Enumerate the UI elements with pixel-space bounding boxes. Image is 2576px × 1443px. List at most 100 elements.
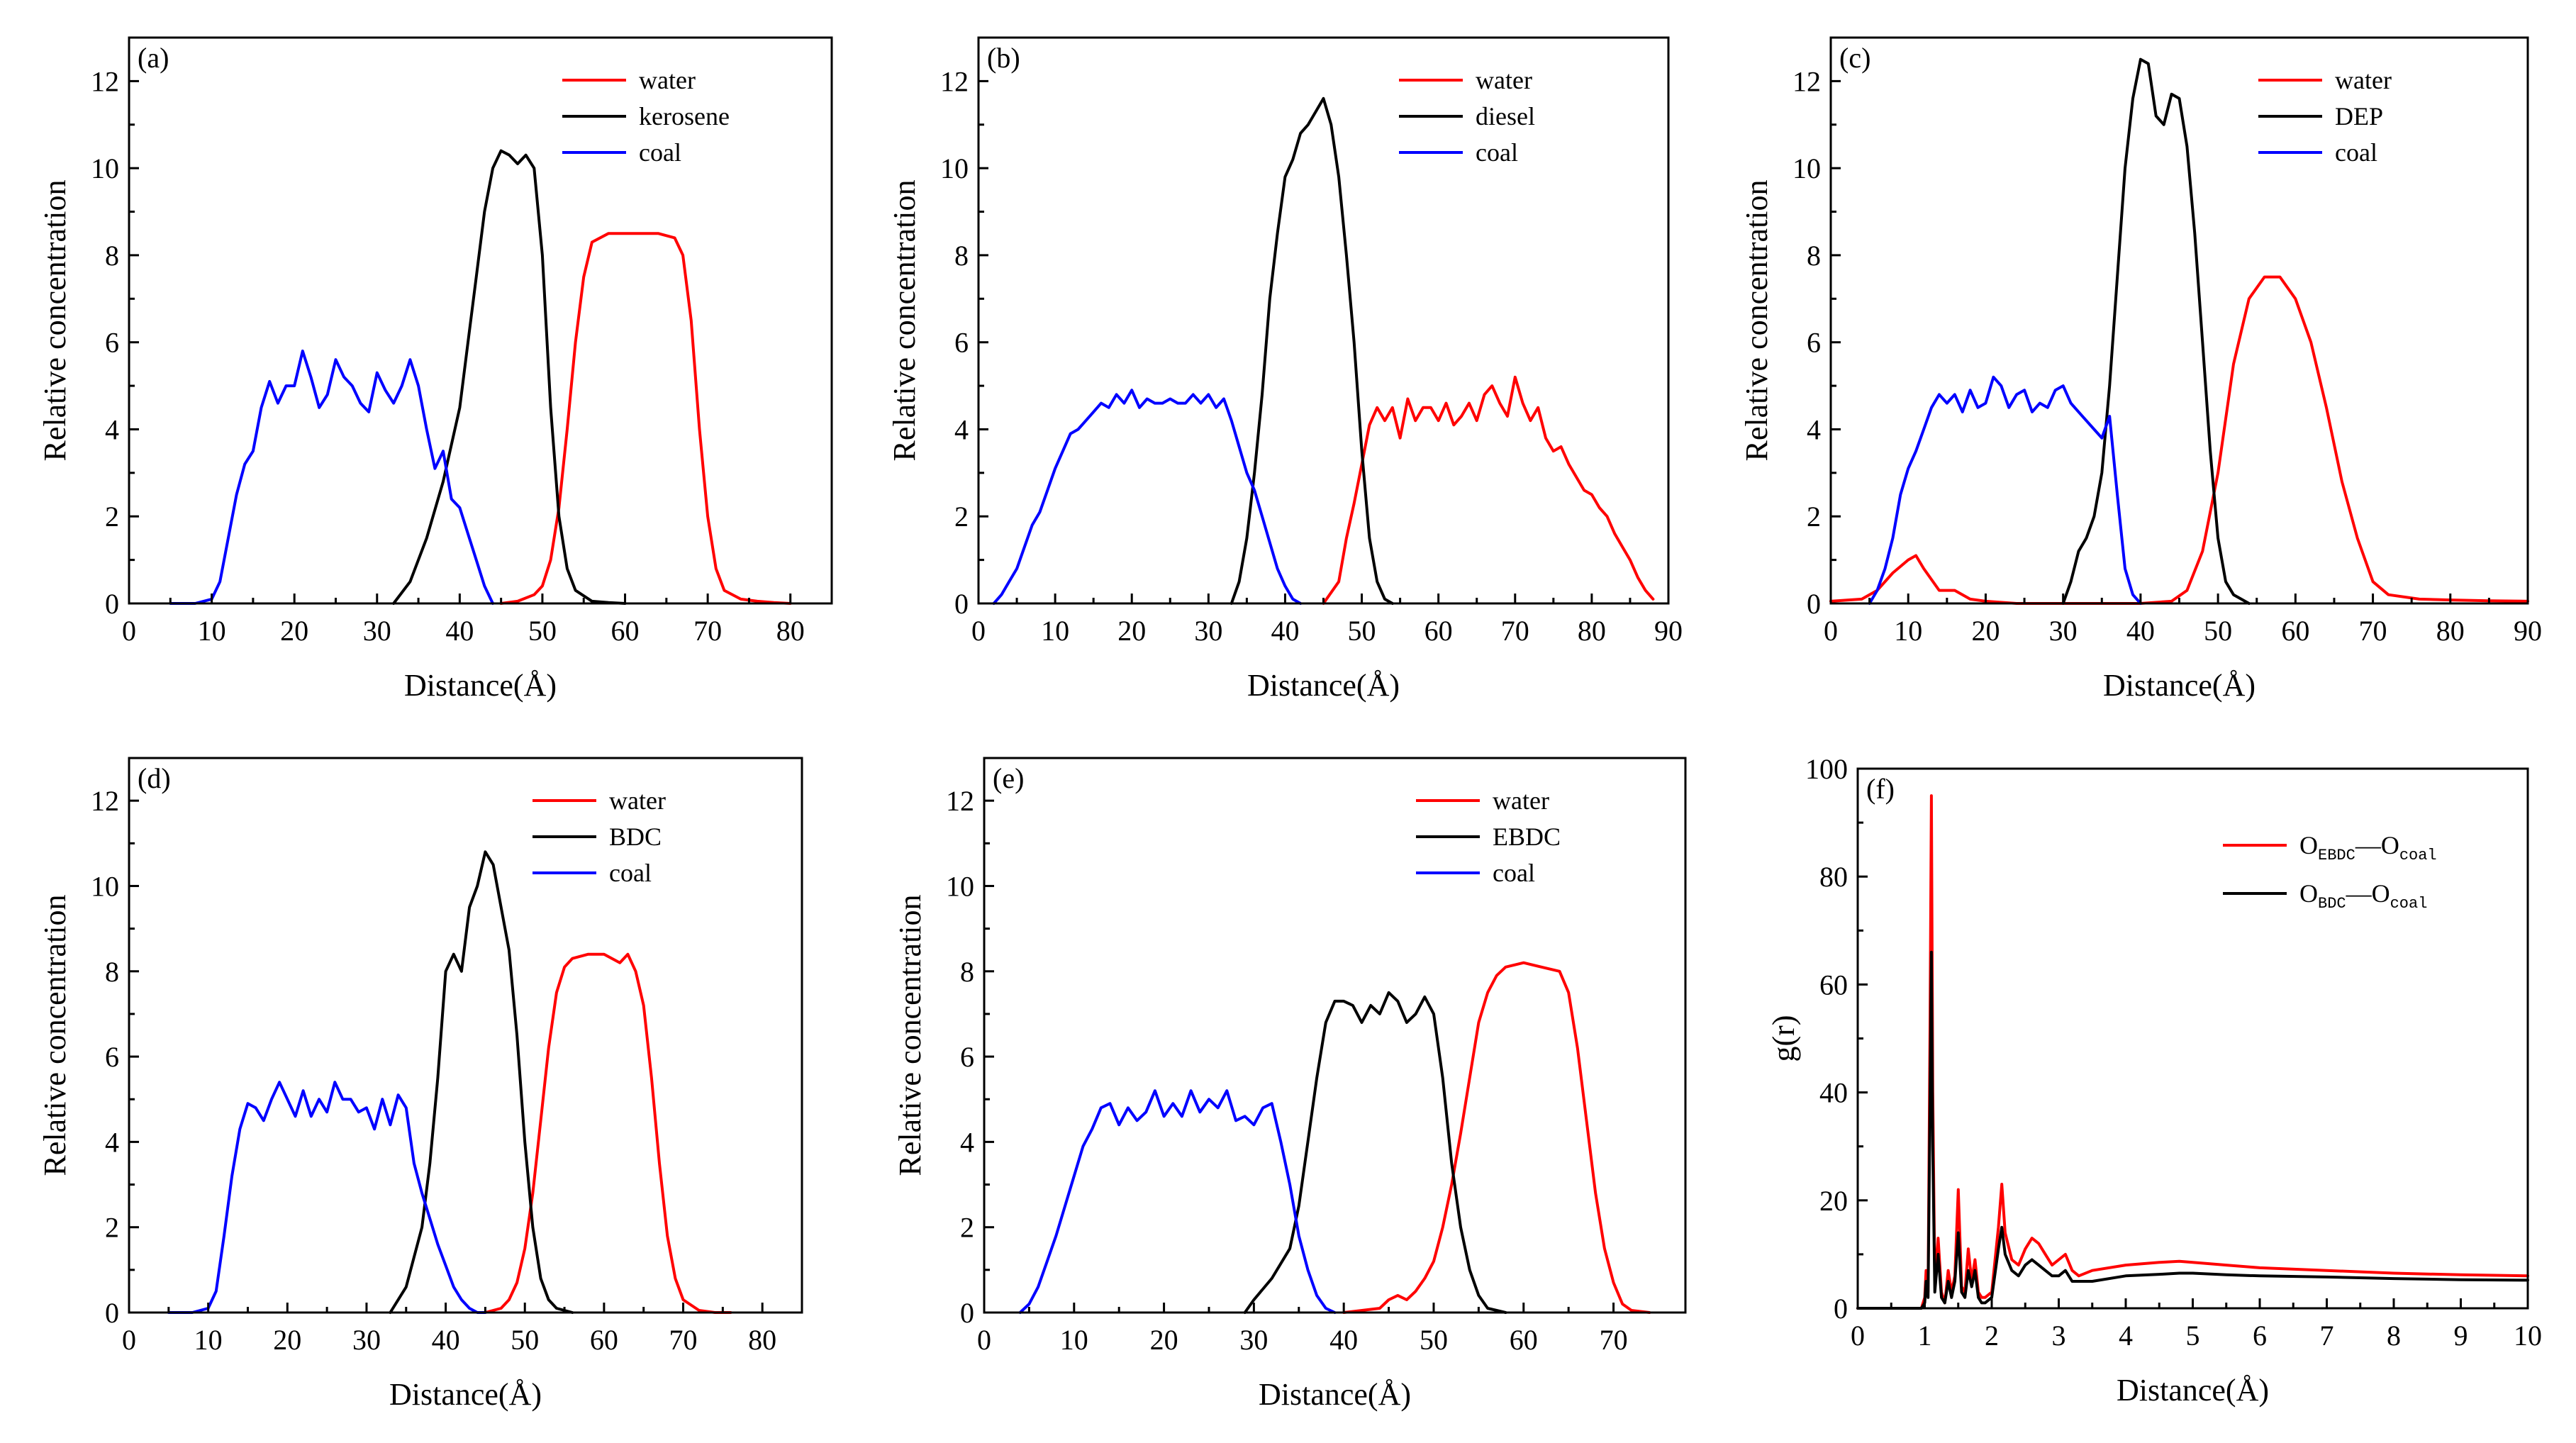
panel-label: (c) — [1839, 42, 1870, 74]
series-line-coal — [1018, 1089, 1337, 1314]
x-tick-label: 40 — [1271, 615, 1299, 647]
x-tick-label: 10 — [1894, 615, 1922, 647]
x-axis-label: Distance(Å) — [1259, 1377, 1411, 1412]
series-line-water — [1829, 275, 2529, 605]
legend-label: water — [2335, 66, 2392, 94]
x-tick-label: 10 — [2514, 1320, 2542, 1352]
y-tick-label: 60 — [1819, 969, 1848, 1001]
x-tick-label: 40 — [1329, 1324, 1358, 1356]
x-tick-label: 10 — [198, 615, 226, 647]
x-tick-label: 60 — [590, 1324, 618, 1356]
x-tick-label: 50 — [1348, 615, 1376, 647]
x-axis-label: Distance(Å) — [2103, 668, 2256, 703]
x-tick-label: 4 — [2119, 1320, 2133, 1352]
y-tick-label: 0 — [954, 588, 969, 620]
x-tick-label: 70 — [2359, 615, 2387, 647]
y-tick-label: 0 — [105, 1297, 119, 1329]
y-tick-label: 4 — [1807, 413, 1821, 445]
y-axis-label: Relative concentration — [38, 179, 72, 461]
plot-frame — [977, 36, 1670, 605]
legend-label: water — [1476, 66, 1532, 94]
x-tick-label: 8 — [2387, 1320, 2401, 1352]
y-axis-label: Relative concentration — [1739, 179, 1774, 461]
chart-panel-2: 0 10 20 30 40 50 60 70 80 90 0 2 4 6 8 10 12 Distance(Å) R… — [887, 36, 1683, 703]
legend-label: kerosene — [639, 102, 730, 130]
x-tick-label: 20 — [273, 1324, 301, 1356]
legend-label: coal — [1476, 138, 1518, 167]
x-tick-label: 20 — [1971, 615, 2000, 647]
x-tick-label: 30 — [363, 615, 391, 647]
legend-label: OEBDC—Ocoal — [2299, 831, 2437, 864]
series-line-coal — [167, 1081, 487, 1314]
x-tick-label: 60 — [1424, 615, 1453, 647]
y-tick-label: 2 — [954, 501, 969, 533]
y-tick-label: 6 — [1807, 327, 1821, 359]
y-tick-label: 12 — [91, 65, 119, 97]
x-tick-label: 60 — [611, 615, 640, 647]
y-tick-label: 8 — [1807, 240, 1821, 272]
legend-label: coal — [1493, 859, 1535, 887]
series-line-bdc — [389, 850, 574, 1314]
x-tick-label: 80 — [748, 1324, 776, 1356]
y-tick-label: 10 — [940, 152, 969, 184]
x-tick-label: 3 — [2052, 1320, 2066, 1352]
x-tick-label: 9 — [2454, 1320, 2468, 1352]
legend-label: diesel — [1476, 102, 1535, 130]
series-line-coal — [1868, 375, 2142, 605]
y-tick-label: 4 — [954, 413, 969, 445]
y-tick-label: 10 — [91, 152, 119, 184]
x-tick-label: 80 — [2436, 615, 2465, 647]
y-tick-label: 0 — [1807, 588, 1821, 620]
y-tick-label: 8 — [105, 240, 119, 272]
panel-label: (b) — [987, 42, 1020, 74]
x-tick-label: 60 — [2281, 615, 2309, 647]
y-tick-label: 0 — [105, 588, 119, 620]
panel-label: (f) — [1866, 773, 1895, 805]
x-tick-label: 20 — [1150, 1324, 1178, 1356]
legend-label: coal — [2335, 138, 2377, 167]
x-tick-label: 0 — [977, 1324, 991, 1356]
y-tick-label: 8 — [105, 956, 119, 988]
x-tick-label: 10 — [194, 1324, 223, 1356]
series-line-water — [499, 232, 792, 605]
y-tick-label: 6 — [105, 1041, 119, 1073]
x-tick-label: 6 — [2253, 1320, 2267, 1352]
x-tick-label: 40 — [2126, 615, 2155, 647]
chart-panel-1: 0 10 20 30 40 50 60 70 80 0 2 4 6 8 10 12 Distance(Å) Rel… — [38, 36, 833, 703]
x-axis-label: Distance(Å) — [1247, 668, 1400, 703]
x-tick-label: 50 — [2204, 615, 2232, 647]
x-tick-label: 20 — [280, 615, 308, 647]
legend-label: water — [609, 786, 666, 815]
x-tick-label: 70 — [669, 1324, 698, 1356]
y-tick-label: 10 — [946, 870, 974, 902]
x-tick-label: 60 — [1510, 1324, 1538, 1356]
x-tick-label: 70 — [693, 615, 722, 647]
y-axis-label: g(r) — [1766, 1015, 1801, 1062]
panel-label: (d) — [138, 762, 171, 794]
y-tick-label: 8 — [954, 240, 969, 272]
y-tick-label: 100 — [1805, 753, 1848, 785]
panel-label: (a) — [138, 42, 169, 74]
series-line-dep — [2061, 57, 2251, 605]
x-axis-label: Distance(Å) — [2117, 1373, 2269, 1408]
x-tick-label: 0 — [122, 1324, 136, 1356]
legend-label: coal — [639, 138, 681, 167]
x-tick-label: 30 — [1239, 1324, 1268, 1356]
x-axis-label: Distance(Å) — [389, 1377, 542, 1412]
x-tick-label: 80 — [776, 615, 805, 647]
series-line-water — [1322, 375, 1655, 605]
x-tick-label: 0 — [122, 615, 136, 647]
y-tick-label: 6 — [105, 327, 119, 359]
y-tick-label: 12 — [940, 65, 969, 97]
x-tick-label: 90 — [1654, 615, 1683, 647]
y-tick-label: 12 — [1792, 65, 1821, 97]
x-tick-label: 90 — [2514, 615, 2542, 647]
series-line-water — [1342, 961, 1651, 1314]
legend-label: coal — [609, 859, 652, 887]
x-tick-label: 50 — [511, 1324, 539, 1356]
x-tick-label: 30 — [352, 1324, 381, 1356]
y-tick-label: 0 — [1834, 1293, 1848, 1325]
plot-frame — [128, 36, 833, 605]
x-tick-label: 40 — [445, 615, 474, 647]
